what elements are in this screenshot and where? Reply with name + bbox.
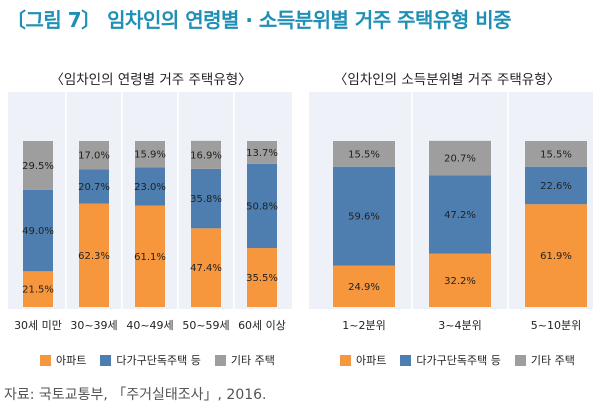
bar-segment [79, 141, 109, 170]
data-label: 47.2% [444, 210, 476, 221]
source-note: 자료: 국토교통부, 「주거실태조사」, 2016. [4, 387, 267, 403]
legend-label: 아파트 [56, 354, 87, 367]
legend-swatch [400, 354, 412, 366]
category-label: 60세 이상 [238, 319, 286, 332]
bar-segment [79, 203, 109, 307]
data-label: 35.8% [190, 194, 222, 205]
category-label: 50~59세 [182, 319, 229, 332]
bar-segment [79, 169, 109, 204]
legend-item: 아파트 [40, 352, 86, 368]
data-label: 21.5% [22, 285, 54, 296]
category-label: 30세 미만 [14, 319, 62, 332]
bar-segment [23, 189, 53, 272]
data-label: 61.1% [134, 252, 166, 263]
legend-item: 다가구단독주택 등 [100, 352, 201, 368]
data-label: 50.8% [246, 201, 278, 212]
data-label: 13.7% [246, 148, 278, 159]
bar-segment [333, 265, 395, 307]
bar-segment [247, 248, 277, 307]
legend-swatch [40, 354, 51, 366]
legend-swatch [514, 354, 526, 366]
data-label: 29.5% [22, 161, 54, 172]
legend-item: 아파트 [340, 352, 386, 368]
bar-segment [135, 205, 165, 307]
bar-segment [429, 175, 491, 254]
legend-item: 다가구단독주택 등 [400, 352, 501, 368]
bar-segment [429, 253, 491, 307]
data-label: 61.9% [540, 251, 572, 262]
data-label: 23.0% [134, 182, 166, 193]
bar-segment [525, 141, 587, 167]
data-label: 35.5% [246, 273, 278, 284]
bar-segment [23, 271, 53, 307]
bar-segment [429, 140, 491, 176]
category-label: 40~49세 [126, 319, 173, 332]
legend-label: 기타 주택 [530, 354, 575, 367]
bar-segment [135, 141, 165, 168]
legend-swatch [214, 354, 226, 366]
bar-segment [333, 166, 395, 266]
figure-title: 〔그림 7〕 임차인의 연령별 · 소득분위별 거주 주택유형 비중 [6, 8, 512, 32]
legend-label: 다가구단독주택 등 [116, 354, 201, 367]
legend-item: 기타 주택 [514, 352, 575, 368]
category-label: 5~10분위 [531, 319, 581, 332]
bar-segment [525, 166, 587, 205]
income-chart-legend: 아파트 다가구단독주택 등 기타 주택 [340, 352, 589, 368]
bar-segment [525, 204, 587, 307]
bar-segment [247, 141, 277, 164]
data-label: 15.5% [348, 149, 380, 160]
legend-label: 다가구단독주택 등 [416, 354, 501, 367]
data-label: 16.9% [190, 150, 222, 161]
bar-segment [191, 140, 221, 169]
legend-item: 기타 주택 [214, 352, 275, 368]
bar-segment [191, 168, 221, 229]
data-label: 15.9% [134, 150, 166, 161]
bar-segment [247, 163, 277, 249]
data-label: 24.9% [348, 282, 380, 293]
data-label: 32.2% [444, 276, 476, 287]
data-label: 47.4% [190, 263, 222, 274]
bar-segment [333, 141, 395, 167]
category-label: 1~2분위 [342, 319, 385, 332]
data-label: 22.6% [540, 181, 572, 192]
data-label: 49.0% [22, 226, 54, 237]
legend-swatch [340, 354, 351, 366]
income-chart-title: 〈임차인의 소득분위별 거주 주택유형〉 [333, 72, 561, 88]
legend-swatch [100, 354, 112, 366]
age-chart-title: 〈임차인의 연령별 거주 주택유형〉 [50, 72, 252, 88]
category-label: 30~39세 [70, 319, 117, 332]
bar-segment [23, 141, 53, 190]
category-label: 3~4분위 [438, 319, 481, 332]
bar-segment [191, 228, 221, 307]
age-chart-legend: 아파트 다가구단독주택 등 기타 주택 [40, 352, 289, 368]
data-label: 20.7% [444, 154, 476, 165]
data-label: 59.6% [348, 212, 380, 223]
data-label: 20.7% [78, 182, 110, 193]
legend-label: 기타 주택 [230, 354, 275, 367]
data-label: 62.3% [78, 251, 110, 262]
legend-label: 아파트 [356, 354, 387, 367]
data-label: 15.5% [540, 149, 572, 160]
data-label: 17.0% [78, 151, 110, 162]
bar-segment [135, 167, 165, 206]
